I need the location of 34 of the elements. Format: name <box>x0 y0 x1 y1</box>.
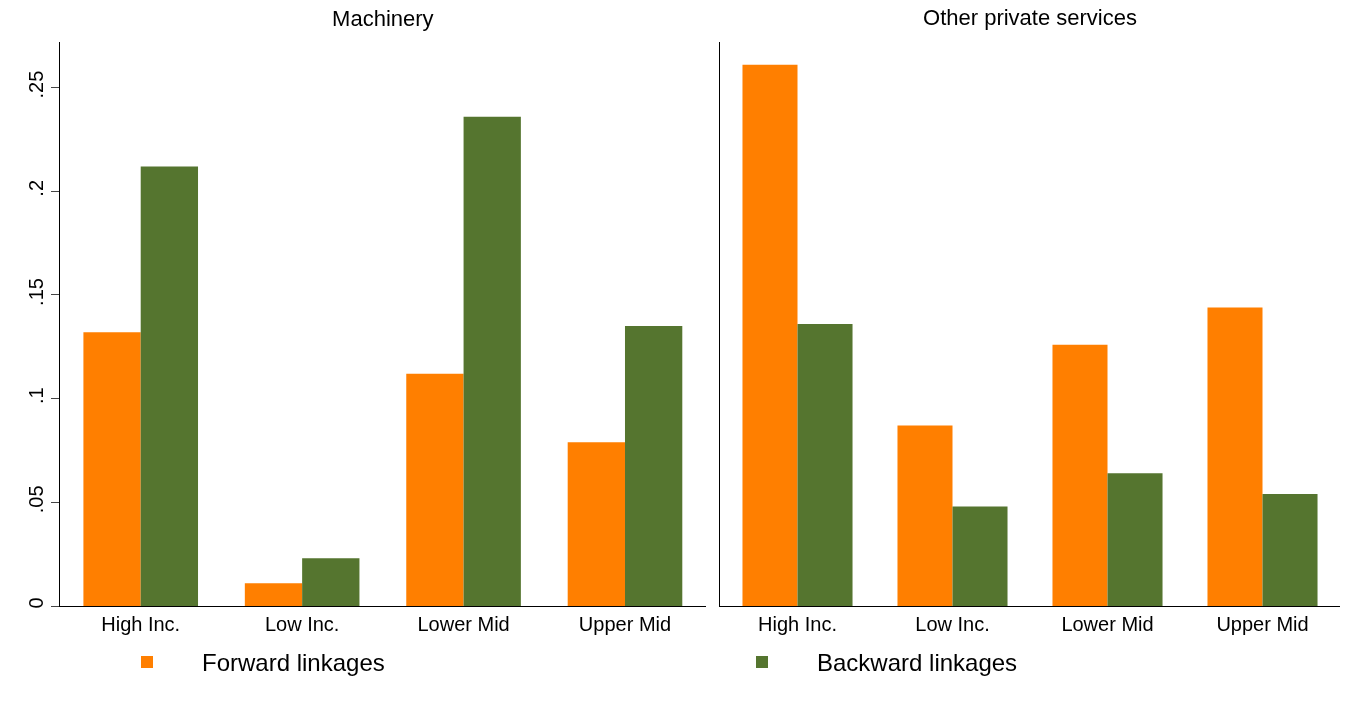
bar <box>406 373 464 606</box>
chart-title: Machinery <box>332 5 434 31</box>
bar <box>244 583 303 606</box>
x-tick-label: Lower Mid <box>417 613 510 635</box>
chart-title: Other private services <box>923 5 1137 31</box>
x-tick-label: Upper Mid <box>1216 613 1309 635</box>
bar <box>797 324 853 606</box>
y-tick-label: .05 <box>25 485 47 514</box>
bar <box>463 116 521 606</box>
bar <box>742 64 798 606</box>
y-tick-label: .2 <box>25 179 47 197</box>
bar <box>624 326 683 606</box>
y-tick-label: .1 <box>25 387 47 404</box>
bar <box>1052 344 1108 606</box>
bar <box>83 332 141 606</box>
x-tick-label: Low Inc. <box>264 613 340 635</box>
x-tick-label: Upper Mid <box>578 613 672 635</box>
x-tick-label: Lower Mid <box>1061 613 1154 635</box>
y-tick-label: .15 <box>25 278 47 306</box>
legend-label: Backward linkages <box>817 649 1018 677</box>
y-tick-label: .25 <box>25 70 47 99</box>
bar <box>897 425 953 606</box>
y-tick-label: 0 <box>25 597 47 609</box>
x-tick-label: High Inc. <box>101 613 181 635</box>
bar <box>1107 473 1163 606</box>
x-tick-label: Low Inc. <box>915 613 990 635</box>
x-tick-label: High Inc. <box>758 613 837 635</box>
bar <box>1207 307 1263 606</box>
legend-label: Forward linkages <box>202 649 385 677</box>
bar <box>567 442 625 606</box>
bar <box>952 506 1008 606</box>
bar <box>302 558 360 606</box>
bar <box>1262 494 1318 606</box>
bar <box>140 166 199 606</box>
